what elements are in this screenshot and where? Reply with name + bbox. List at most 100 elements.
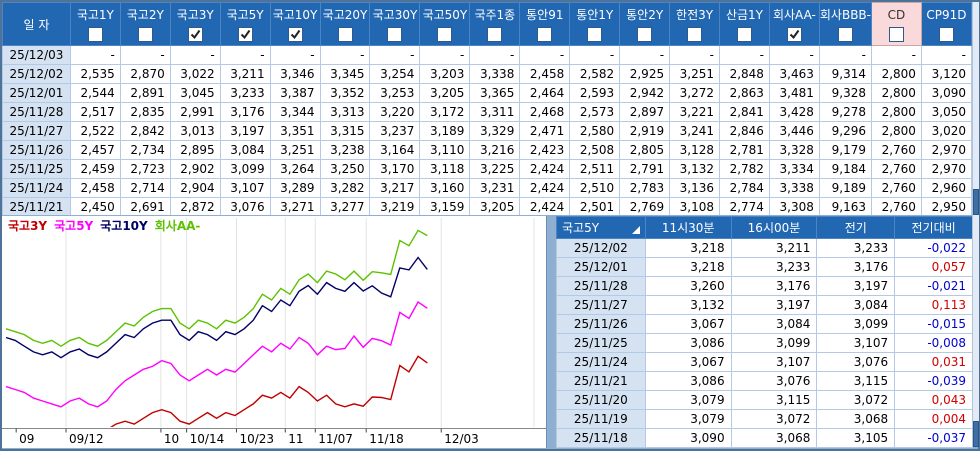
date-cell[interactable]: 25/11/26 [556, 314, 646, 334]
date-cell[interactable]: 25/12/03 [2, 45, 71, 65]
column-header-CP91D[interactable]: CP91D [920, 2, 972, 46]
detail-header[interactable]: 11시30분 [644, 216, 732, 239]
value-cell: 3,271 [269, 197, 321, 215]
date-cell[interactable]: 25/11/21 [2, 197, 71, 215]
date-cell[interactable]: 25/11/21 [556, 371, 646, 391]
date-cell[interactable]: 25/11/28 [2, 102, 71, 122]
value-cell: 3,090 [644, 428, 732, 448]
column-header-통안2Y[interactable]: 통안2Y [619, 2, 671, 46]
value-cell: 2,760 [871, 178, 922, 198]
column-checkbox[interactable] [888, 27, 904, 42]
column-header-CD[interactable]: CD [871, 2, 922, 46]
value-cell: 3,313 [319, 102, 371, 122]
column-checkbox[interactable] [337, 27, 353, 42]
column-header-산금1Y[interactable]: 산금1Y [719, 2, 770, 46]
column-checkbox[interactable] [587, 27, 603, 42]
column-checkbox[interactable] [736, 27, 752, 42]
value-cell: - [369, 45, 421, 65]
column-label: 국주1종 [474, 8, 516, 22]
value-cell: 2,691 [119, 197, 171, 215]
column-header-국고1Y[interactable]: 국고1Y [69, 2, 121, 46]
date-cell[interactable]: 25/11/19 [556, 409, 646, 429]
column-checkbox[interactable] [637, 27, 653, 42]
date-cell[interactable]: 25/12/02 [2, 64, 71, 84]
column-header-국고5Y[interactable]: 국고5Y [219, 2, 271, 46]
date-cell[interactable]: 25/11/24 [556, 352, 646, 372]
scrollbar-track[interactable] [972, 2, 979, 447]
table-row: 25/11/26 2,457 2,734 2,895 3,084 3,251 3,238 3,… [2, 140, 972, 160]
date-cell[interactable]: 25/11/25 [2, 159, 71, 179]
column-checkbox[interactable] [137, 27, 153, 42]
column-header-회사BBB-[interactable]: 회사BBB- [818, 2, 873, 46]
value-cell: 2,424 [519, 159, 571, 179]
value-cell: 3,067 [644, 352, 732, 372]
yield-grid: 일 자 국고1Y 국고2Y 국고3Y 국고5Y 국고10Y 국고20Y 국고30Y 국고50Y 국… [2, 2, 972, 215]
table-row: 25/12/03- - - - - - - - - - - - - - - - - - [2, 45, 972, 65]
value-cell: 3,446 [768, 121, 820, 141]
scrollbar-thumb-top[interactable] [973, 189, 979, 215]
date-cell[interactable]: 25/12/01 [556, 257, 646, 277]
column-header-국고10Y[interactable]: 국고10Y [269, 2, 321, 46]
column-header-한전3Y[interactable]: 한전3Y [669, 2, 721, 46]
diff-cell: -0,022 [894, 238, 973, 258]
column-checkbox[interactable] [487, 27, 503, 42]
column-checkbox-checked[interactable] [187, 27, 203, 42]
column-header-국고2Y[interactable]: 국고2Y [119, 2, 171, 46]
value-cell: 2,423 [519, 140, 571, 160]
column-checkbox[interactable] [387, 27, 403, 42]
value-cell: 3,338 [768, 178, 820, 198]
date-cell[interactable]: 25/11/26 [2, 140, 71, 160]
value-cell: 3,254 [369, 64, 421, 84]
column-checkbox[interactable] [837, 27, 853, 42]
detail-header-sorted[interactable]: 국고5Y [556, 216, 646, 239]
date-cell[interactable]: 25/11/28 [556, 276, 646, 296]
date-cell[interactable]: 25/12/01 [2, 83, 71, 103]
column-header-국고20Y[interactable]: 국고20Y [319, 2, 371, 46]
detail-row: 25/11/26 3,067 3,084 3,099 -0,015 [556, 314, 973, 334]
value-cell: 2,782 [719, 159, 770, 179]
legend-item-국고5Y: 국고5Y [54, 219, 94, 233]
column-checkbox[interactable] [437, 27, 453, 42]
column-header-국고50Y[interactable]: 국고50Y [419, 2, 471, 46]
column-checkbox[interactable] [938, 27, 954, 42]
date-cell[interactable]: 25/11/20 [556, 390, 646, 410]
date-cell[interactable]: 25/11/24 [2, 178, 71, 198]
svg-text:11: 11 [288, 432, 303, 446]
column-header-국주1종[interactable]: 국주1종 [469, 2, 521, 46]
value-cell: 2,783 [619, 178, 671, 198]
detail-header[interactable]: 전기대비 [894, 216, 973, 239]
value-cell: 3,205 [469, 197, 521, 215]
value-cell: 2,805 [619, 140, 671, 160]
date-cell[interactable]: 25/11/18 [556, 428, 646, 448]
value-cell: 3,013 [169, 121, 221, 141]
date-cell[interactable]: 25/11/25 [556, 333, 646, 353]
value-cell: 3,217 [369, 178, 421, 198]
diff-cell: 0,004 [894, 409, 973, 429]
value-cell: - [169, 45, 221, 65]
value-cell: 9,189 [818, 178, 873, 198]
column-header-국고3Y[interactable]: 국고3Y [169, 2, 221, 46]
column-header-회사AA-[interactable]: 회사AA- [768, 2, 820, 46]
column-checkbox-checked[interactable] [786, 27, 802, 42]
column-header-국고30Y[interactable]: 국고30Y [369, 2, 421, 46]
column-label: 국고10Y [272, 8, 318, 22]
detail-row: 25/11/25 3,086 3,099 3,107 -0,008 [556, 333, 973, 353]
column-checkbox[interactable] [537, 27, 553, 42]
scrollbar-thumb-bottom[interactable] [973, 421, 979, 447]
column-header-통안1Y[interactable]: 통안1Y [569, 2, 621, 46]
value-cell: 3,176 [730, 276, 818, 296]
column-checkbox-checked[interactable] [287, 27, 303, 42]
column-checkbox[interactable] [87, 27, 103, 42]
detail-header[interactable]: 16시00분 [730, 216, 818, 239]
column-header-통안91[interactable]: 통안91 [519, 2, 571, 46]
column-checkbox[interactable] [687, 27, 703, 42]
detail-header[interactable]: 전기 [816, 216, 896, 239]
value-cell: 2,458 [69, 178, 121, 198]
date-cell[interactable]: 25/11/27 [556, 295, 646, 315]
value-cell: 3,118 [419, 159, 471, 179]
value-cell: - [871, 45, 922, 65]
date-cell[interactable]: 25/11/27 [2, 121, 71, 141]
value-cell: 2,841 [719, 102, 770, 122]
column-checkbox-checked[interactable] [237, 27, 253, 42]
date-cell[interactable]: 25/12/02 [556, 238, 646, 258]
